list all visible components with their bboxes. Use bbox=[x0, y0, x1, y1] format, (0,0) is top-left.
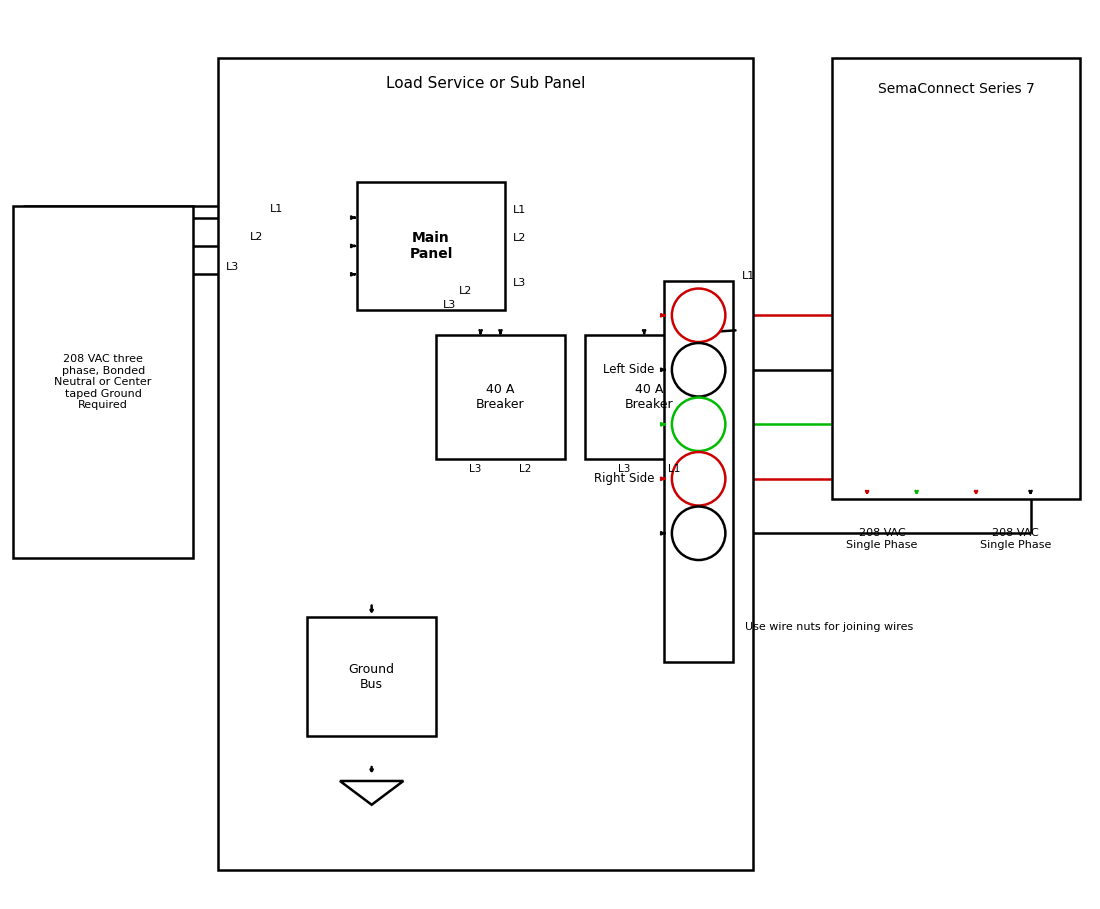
Text: 40 A
Breaker: 40 A Breaker bbox=[476, 383, 525, 411]
Text: L2: L2 bbox=[514, 233, 527, 243]
Text: L3: L3 bbox=[442, 300, 455, 310]
Text: 208 VAC
Single Phase: 208 VAC Single Phase bbox=[846, 528, 917, 550]
Text: L3: L3 bbox=[514, 278, 527, 288]
Text: L3: L3 bbox=[618, 464, 630, 474]
Text: L2: L2 bbox=[250, 232, 263, 242]
Text: 208 VAC
Single Phase: 208 VAC Single Phase bbox=[980, 528, 1052, 550]
Text: 40 A
Breaker: 40 A Breaker bbox=[625, 383, 673, 411]
Bar bbox=[585, 335, 714, 459]
Text: L1: L1 bbox=[514, 205, 527, 215]
Circle shape bbox=[672, 343, 725, 396]
Text: L1: L1 bbox=[270, 204, 283, 214]
Circle shape bbox=[672, 397, 725, 451]
Bar bbox=[218, 57, 754, 870]
Text: Use wire nuts for joining wires: Use wire nuts for joining wires bbox=[745, 623, 913, 633]
Bar bbox=[13, 206, 194, 558]
Circle shape bbox=[672, 452, 725, 505]
Text: 208 VAC three
phase, Bonded
Neutral or Center
taped Ground
Required: 208 VAC three phase, Bonded Neutral or C… bbox=[54, 354, 152, 410]
Text: L1: L1 bbox=[742, 272, 756, 282]
Bar bbox=[664, 281, 734, 662]
Bar bbox=[307, 617, 436, 736]
Text: Left Side: Left Side bbox=[603, 364, 654, 376]
Text: L2: L2 bbox=[519, 464, 531, 474]
Text: Load Service or Sub Panel: Load Service or Sub Panel bbox=[386, 75, 585, 91]
Text: L1: L1 bbox=[668, 464, 680, 474]
Circle shape bbox=[672, 288, 725, 342]
Circle shape bbox=[672, 506, 725, 560]
Text: L3: L3 bbox=[226, 263, 239, 273]
Text: Ground
Bus: Ground Bus bbox=[349, 663, 395, 691]
Bar bbox=[356, 182, 505, 310]
Text: L2: L2 bbox=[460, 285, 473, 295]
Bar bbox=[833, 57, 1080, 499]
Text: Main
Panel: Main Panel bbox=[409, 231, 453, 261]
Text: SemaConnect Series 7: SemaConnect Series 7 bbox=[878, 83, 1035, 96]
Bar bbox=[436, 335, 565, 459]
Text: Right Side: Right Side bbox=[594, 473, 654, 485]
Text: L3: L3 bbox=[470, 464, 482, 474]
